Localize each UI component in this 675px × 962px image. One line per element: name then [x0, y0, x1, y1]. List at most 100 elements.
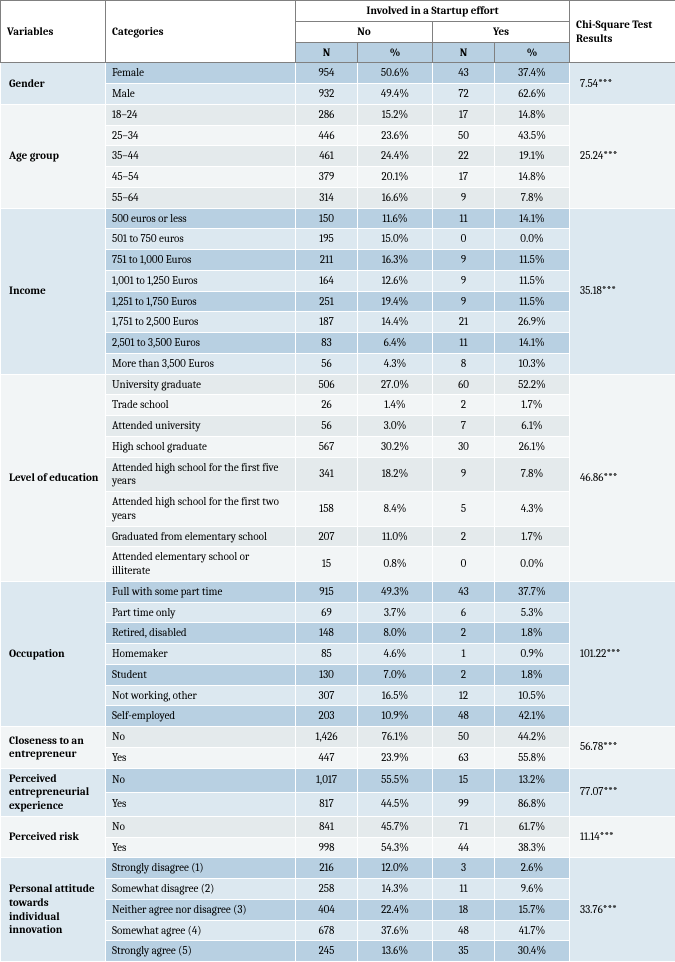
header-no-n: N	[296, 42, 358, 63]
yes-pct: 1.8%	[495, 623, 570, 644]
category-label: Trade school	[106, 395, 296, 416]
category-label: No	[106, 816, 296, 837]
yes-pct: 0.0%	[495, 229, 570, 250]
category-label: University graduate	[106, 374, 296, 395]
yes-pct: 11.5%	[495, 250, 570, 271]
category-label: Attended high school for the first two y…	[106, 492, 296, 527]
table-row: GenderFemale95450.6%4337.4%7.54***	[1, 63, 675, 84]
yes-n: 30	[433, 436, 495, 457]
table-row: Age group18–2428615.2%1714.8%25.24***	[1, 104, 675, 125]
yes-pct: 38.3%	[495, 837, 570, 858]
chi-square-value: 77.07***	[570, 768, 675, 816]
yes-n: 12	[433, 685, 495, 706]
yes-n: 9	[433, 250, 495, 271]
yes-pct: 61.7%	[495, 816, 570, 837]
category-label: Attended university	[106, 416, 296, 437]
no-pct: 14.4%	[358, 312, 433, 333]
yes-pct: 52.2%	[495, 374, 570, 395]
no-pct: 30.2%	[358, 436, 433, 457]
category-label: More than 3,500 Euros	[106, 353, 296, 374]
chi-square-value: 56.78***	[570, 727, 675, 769]
yes-n: 7	[433, 416, 495, 437]
no-n: 56	[296, 416, 358, 437]
yes-n: 72	[433, 84, 495, 105]
no-pct: 12.0%	[358, 858, 433, 879]
no-n: 207	[296, 526, 358, 547]
no-pct: 16.5%	[358, 685, 433, 706]
yes-pct: 13.2%	[495, 768, 570, 792]
yes-pct: 14.1%	[495, 208, 570, 229]
yes-pct: 14.8%	[495, 167, 570, 188]
no-pct: 14.3%	[358, 879, 433, 900]
yes-pct: 26.9%	[495, 312, 570, 333]
yes-n: 43	[433, 63, 495, 84]
no-n: 1,017	[296, 768, 358, 792]
yes-pct: 11.5%	[495, 270, 570, 291]
header-yes-pct: %	[495, 42, 570, 63]
category-label: 18–24	[106, 104, 296, 125]
variable-label: Level of education	[1, 374, 106, 581]
yes-pct: 37.4%	[495, 63, 570, 84]
yes-n: 48	[433, 920, 495, 941]
no-n: 130	[296, 664, 358, 685]
no-pct: 15.0%	[358, 229, 433, 250]
yes-pct: 9.6%	[495, 879, 570, 900]
yes-pct: 7.8%	[495, 457, 570, 492]
no-n: 446	[296, 125, 358, 146]
category-label: Female	[106, 63, 296, 84]
no-n: 211	[296, 250, 358, 271]
variable-label: Closeness to an entrepreneur	[1, 727, 106, 769]
table-row: Perceived riskNo84145.7%7161.7%11.14***	[1, 816, 675, 837]
yes-pct: 0.9%	[495, 644, 570, 665]
yes-n: 18	[433, 899, 495, 920]
no-n: 203	[296, 706, 358, 727]
no-pct: 1.4%	[358, 395, 433, 416]
yes-pct: 37.7%	[495, 581, 570, 602]
no-n: 1,426	[296, 727, 358, 748]
category-label: 1,751 to 2,500 Euros	[106, 312, 296, 333]
category-label: Yes	[106, 747, 296, 768]
no-n: 678	[296, 920, 358, 941]
no-n: 404	[296, 899, 358, 920]
header-variables: Variables	[1, 1, 106, 63]
yes-n: 0	[433, 229, 495, 250]
yes-n: 71	[433, 816, 495, 837]
no-pct: 24.4%	[358, 146, 433, 167]
yes-pct: 0.0%	[495, 547, 570, 582]
no-pct: 49.4%	[358, 84, 433, 105]
no-pct: 45.7%	[358, 816, 433, 837]
no-n: 15	[296, 547, 358, 582]
no-pct: 13.6%	[358, 941, 433, 962]
category-label: Strongly agree (5)	[106, 941, 296, 962]
no-pct: 23.6%	[358, 125, 433, 146]
yes-pct: 11.5%	[495, 291, 570, 312]
no-n: 26	[296, 395, 358, 416]
no-n: 567	[296, 436, 358, 457]
yes-n: 2	[433, 623, 495, 644]
no-pct: 20.1%	[358, 167, 433, 188]
no-n: 286	[296, 104, 358, 125]
yes-n: 21	[433, 312, 495, 333]
category-label: 751 to 1,000 Euros	[106, 250, 296, 271]
yes-n: 44	[433, 837, 495, 858]
no-n: 150	[296, 208, 358, 229]
yes-pct: 4.3%	[495, 492, 570, 527]
yes-pct: 10.5%	[495, 685, 570, 706]
no-n: 932	[296, 84, 358, 105]
yes-pct: 7.8%	[495, 187, 570, 208]
no-n: 379	[296, 167, 358, 188]
no-pct: 18.2%	[358, 457, 433, 492]
no-pct: 55.5%	[358, 768, 433, 792]
category-label: Full with some part time	[106, 581, 296, 602]
yes-pct: 62.6%	[495, 84, 570, 105]
variable-label: Occupation	[1, 581, 106, 726]
chi-square-value: 101.22***	[570, 581, 675, 726]
yes-n: 11	[433, 333, 495, 354]
yes-pct: 14.8%	[495, 104, 570, 125]
yes-n: 3	[433, 858, 495, 879]
category-label: 501 to 750 euros	[106, 229, 296, 250]
category-label: Strongly disagree (1)	[106, 858, 296, 879]
yes-pct: 2.6%	[495, 858, 570, 879]
yes-pct: 5.3%	[495, 602, 570, 623]
no-n: 461	[296, 146, 358, 167]
